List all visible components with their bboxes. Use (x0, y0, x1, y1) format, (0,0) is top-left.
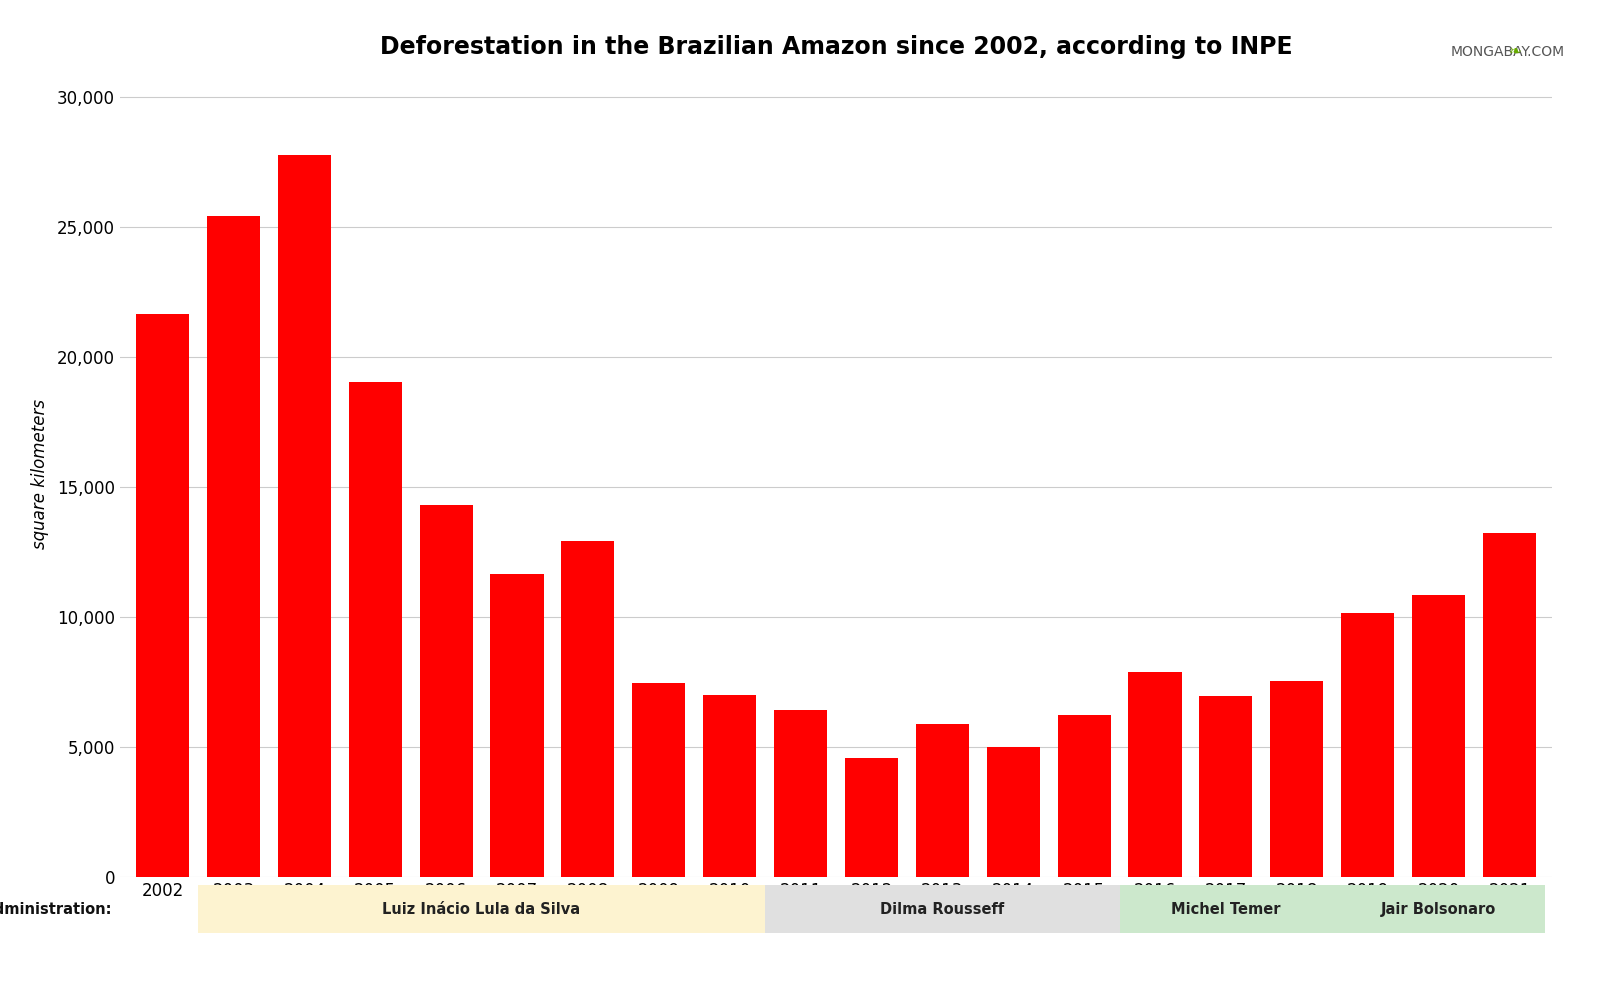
Bar (136, 313, 189, 877)
Bar (1411, 595, 1466, 877)
Bar (206, 217, 261, 877)
Bar (562, 541, 614, 877)
Bar (987, 747, 1040, 877)
Bar (198, 885, 765, 933)
Bar (1333, 885, 1546, 933)
Bar (1128, 671, 1181, 877)
Bar (278, 154, 331, 877)
Text: Luiz Inácio Lula da Silva: Luiz Inácio Lula da Silva (382, 902, 581, 916)
Title: Deforestation in the Brazilian Amazon since 2002, according to INPE: Deforestation in the Brazilian Amazon si… (379, 35, 1293, 58)
Bar (1200, 697, 1253, 877)
Bar (1120, 885, 1333, 933)
Bar (765, 885, 1120, 933)
Bar (915, 724, 970, 877)
Text: Michel Temer: Michel Temer (1171, 902, 1280, 916)
Bar (632, 682, 685, 877)
Bar (1341, 614, 1394, 877)
Bar (1483, 532, 1536, 877)
Text: ❧: ❧ (1509, 43, 1522, 58)
Text: Dilma Rousseff: Dilma Rousseff (880, 902, 1005, 916)
Bar (1270, 681, 1323, 877)
Bar (419, 505, 472, 877)
Y-axis label: square kilometers: square kilometers (30, 399, 50, 548)
Text: Jair Bolsonaro: Jair Bolsonaro (1381, 902, 1496, 916)
Text: MONGABAY.COM: MONGABAY.COM (1451, 45, 1565, 59)
Bar (1058, 716, 1110, 877)
Bar (349, 382, 402, 877)
Bar (845, 758, 898, 877)
Bar (702, 695, 757, 877)
Text: Presidential administration:: Presidential administration: (0, 902, 112, 916)
Bar (774, 710, 827, 877)
Bar (491, 574, 544, 877)
